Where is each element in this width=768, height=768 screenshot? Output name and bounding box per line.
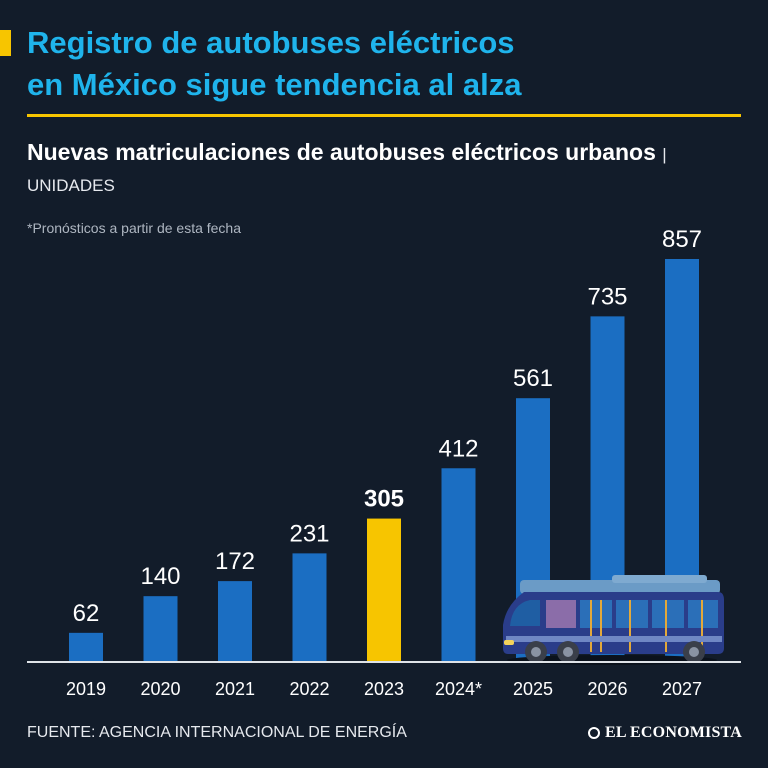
value-label-2023: 305 (364, 486, 404, 513)
title-accent-bar (0, 30, 11, 56)
category-label-2021: 2021 (215, 679, 255, 699)
category-label-2024: 2024* (435, 679, 482, 699)
category-label-2020: 2020 (140, 679, 180, 699)
logo-text: EL ECONOMISTA (605, 724, 742, 741)
unit-separator: | (662, 145, 667, 164)
value-label-2026: 735 (587, 283, 627, 310)
category-label-2022: 2022 (289, 679, 329, 699)
source-credit: FUENTE: AGENCIA INTERNACIONAL DE ENERGÍA (27, 724, 407, 741)
unit-label: UNIDADES (27, 176, 115, 195)
chart-subtitle: Nuevas matriculaciones de autobuses eléc… (27, 138, 747, 200)
bar-2023 (367, 518, 401, 662)
value-label-2027: 857 (662, 226, 702, 253)
value-label-2025: 561 (513, 365, 553, 392)
bus-illustration-icon (503, 575, 724, 665)
category-label-2023: 2023 (364, 679, 404, 699)
value-label-2019: 62 (73, 600, 100, 627)
value-label-2020: 140 (140, 563, 180, 590)
bars-group (69, 259, 699, 662)
subtitle-text: Nuevas matriculaciones de autobuses eléc… (27, 139, 656, 165)
category-label-2019: 2019 (66, 679, 106, 699)
title-line-1: Registro de autobuses eléctricos (27, 25, 515, 60)
bar-2021 (218, 581, 252, 662)
value-label-2021: 172 (215, 548, 255, 575)
bar-2022 (292, 553, 327, 662)
category-label-2026: 2026 (587, 679, 627, 699)
value-label-2022: 231 (289, 520, 329, 547)
logo-mark-icon (588, 727, 600, 739)
labels-group: 62 2019 140 2020 172 2021 231 2022 305 2023 412 202… (66, 226, 702, 699)
forecast-note: *Pronósticos a partir de esta fecha (27, 220, 242, 236)
page-title: Registro de autobuses eléctricos en Méxi… (27, 22, 747, 106)
category-label-2027: 2027 (662, 679, 702, 699)
bar-2024 (441, 468, 476, 662)
title-line-2: en México sigue tendencia al alza (27, 67, 522, 102)
value-label-2024: 412 (438, 435, 478, 462)
category-label-2025: 2025 (513, 679, 553, 699)
bar-2019 (69, 632, 103, 662)
bar-2020 (143, 596, 178, 662)
publisher-logo: EL ECONOMISTA (588, 724, 742, 742)
title-divider (27, 114, 741, 117)
